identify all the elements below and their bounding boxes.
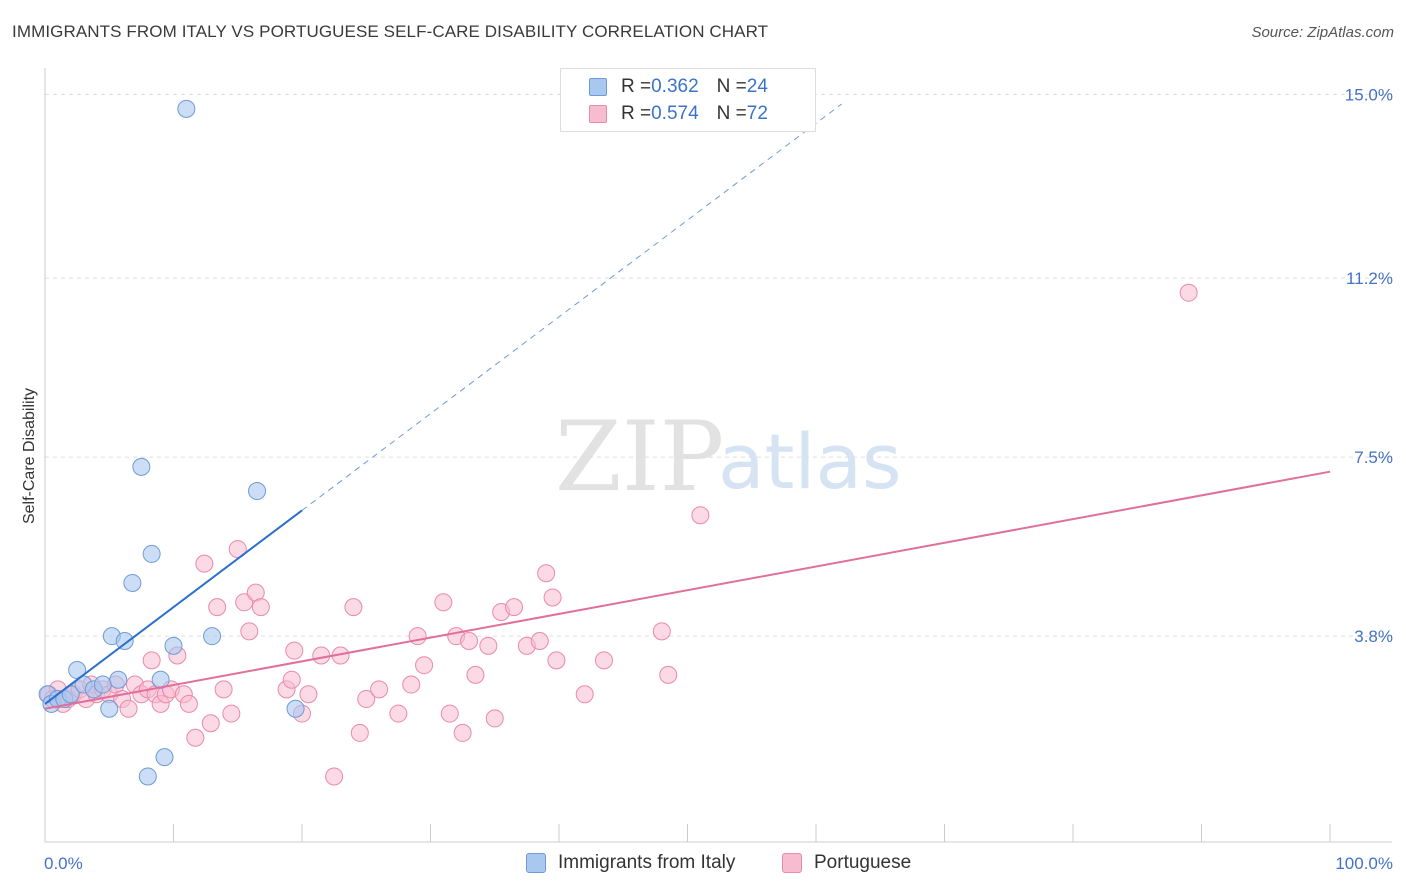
data-point-portuguese [312, 646, 331, 665]
data-point-portuguese [415, 656, 434, 675]
data-point-portuguese [1179, 283, 1198, 302]
legend-r-value: 0.574 [651, 103, 699, 124]
x-tick-label: 0.0% [44, 854, 83, 873]
data-point-portuguese [251, 598, 270, 617]
legend-swatch-portuguese [782, 853, 802, 873]
data-point-italy [109, 670, 128, 689]
data-point-portuguese [370, 680, 389, 699]
trend-line-portuguese [44, 470, 1331, 710]
data-point-italy [286, 699, 305, 718]
data-point-portuguese [485, 709, 504, 728]
data-point-italy [123, 573, 142, 592]
data-point-portuguese [575, 685, 594, 704]
legend-swatch-italy [589, 78, 607, 96]
data-point-italy [93, 675, 112, 694]
data-point-portuguese [214, 680, 233, 699]
data-point-italy [155, 748, 174, 767]
data-point-portuguese [402, 675, 421, 694]
y-tick-labels: 3.8% 7.5% 11.2% 15.0% [1345, 85, 1393, 646]
data-point-portuguese [179, 694, 198, 713]
data-point-portuguese [537, 564, 556, 583]
data-point-portuguese [235, 593, 254, 612]
italy-points [38, 99, 305, 786]
axes [44, 68, 1392, 843]
data-point-italy [164, 636, 183, 655]
y-tick-label: 7.5% [1354, 448, 1393, 467]
correlation-legend: R = 0.362 N = 24 R = 0.574 N = 72 [560, 68, 816, 132]
trend-line-italy [44, 509, 303, 705]
data-point-italy [115, 632, 134, 651]
grid-lines [45, 93, 1392, 637]
legend-n-label: N = [716, 76, 747, 97]
legend-row-italy: R = 0.362 N = 24 [561, 74, 768, 100]
data-point-italy [248, 482, 267, 501]
data-point-portuguese [505, 598, 524, 617]
data-point-portuguese [453, 723, 472, 742]
data-point-portuguese [186, 728, 205, 747]
legend-label-italy: Immigrants from Italy [558, 852, 736, 873]
data-point-portuguese [408, 627, 427, 646]
data-point-portuguese [466, 665, 485, 684]
legend-label-portuguese: Portuguese [814, 852, 912, 873]
legend-r-label: R = [621, 76, 652, 97]
data-point-italy [132, 457, 151, 476]
data-point-portuguese [282, 670, 301, 689]
x-tick-labels: 0.0% 100.0% [44, 854, 1393, 873]
data-point-portuguese [195, 554, 214, 573]
legend-item-italy[interactable]: Immigrants from Italy [526, 852, 735, 874]
data-point-portuguese [659, 665, 678, 684]
data-point-portuguese [208, 598, 227, 617]
legend-r-label: R = [621, 103, 652, 124]
data-point-portuguese [222, 704, 241, 723]
data-point-portuguese [594, 651, 613, 670]
data-point-italy [203, 627, 222, 646]
legend-r-value: 0.362 [651, 76, 699, 97]
y-tick-label: 11.2% [1346, 269, 1393, 288]
legend-n-value: 24 [746, 76, 768, 97]
data-point-portuguese [530, 632, 549, 651]
data-point-italy [142, 544, 161, 563]
series-legend: Immigrants from Italy Portuguese [0, 852, 1406, 876]
data-point-portuguese [389, 704, 408, 723]
portuguese-points [39, 283, 1198, 786]
data-point-portuguese [325, 767, 344, 786]
data-point-portuguese [299, 685, 318, 704]
legend-row-portuguese: R = 0.574 N = 72 [561, 101, 768, 127]
chart-title: IMMIGRANTS FROM ITALY VS PORTUGUESE SELF… [12, 22, 769, 41]
data-point-portuguese [543, 588, 562, 607]
legend-n-value: 72 [746, 103, 768, 124]
legend-swatch-portuguese [589, 105, 607, 123]
data-point-portuguese [460, 632, 479, 651]
data-point-portuguese [285, 641, 304, 660]
data-point-italy [100, 699, 119, 718]
data-point-portuguese [479, 636, 498, 655]
trend-line-italy-extension [301, 103, 843, 511]
data-point-portuguese [142, 651, 161, 670]
y-tick-label: 15.0% [1345, 85, 1393, 104]
trend-lines [44, 103, 1331, 710]
data-point-portuguese [201, 714, 220, 733]
data-point-portuguese [652, 622, 671, 641]
source-label: Source: ZipAtlas.com [1251, 24, 1394, 41]
legend-n-label: N = [716, 103, 747, 124]
y-tick-label: 3.8% [1354, 627, 1393, 646]
watermark-atlas: atlas [718, 417, 902, 506]
data-point-portuguese [350, 723, 369, 742]
data-point-portuguese [119, 699, 138, 718]
data-point-portuguese [357, 690, 376, 709]
data-point-italy [177, 99, 196, 118]
data-point-italy [138, 767, 157, 786]
legend-item-portuguese[interactable]: Portuguese [782, 852, 911, 874]
x-tick-label: 100.0% [1335, 854, 1393, 873]
data-point-portuguese [547, 651, 566, 670]
data-point-portuguese [440, 704, 459, 723]
data-point-portuguese [691, 506, 710, 525]
data-point-portuguese [240, 622, 259, 641]
data-point-portuguese [344, 598, 363, 617]
data-point-portuguese [434, 593, 453, 612]
legend-swatch-italy [526, 853, 546, 873]
y-axis-label: Self-Care Disability [21, 388, 38, 524]
